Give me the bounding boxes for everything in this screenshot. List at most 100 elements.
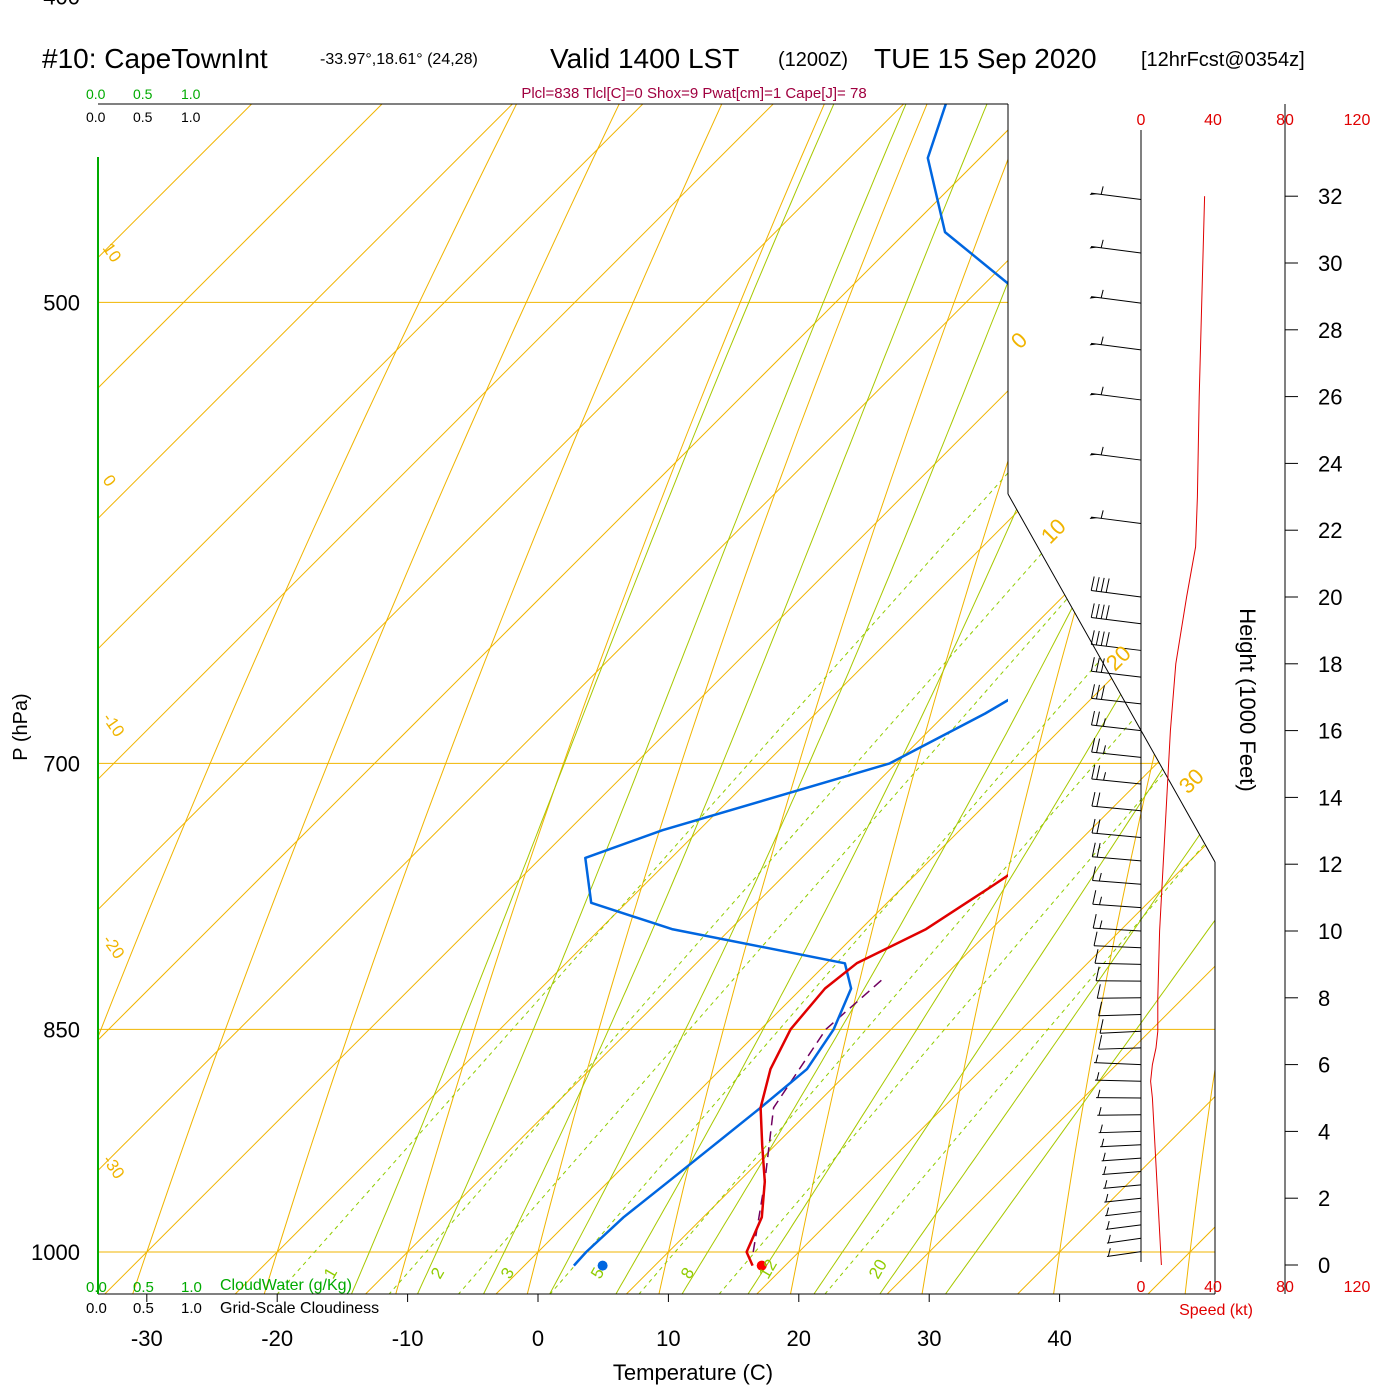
- temperature-line: [745, 873, 1008, 1267]
- mixing-ratio-label: 3: [497, 1264, 518, 1282]
- barb-half-flag: [1100, 239, 1104, 248]
- height-tick-label: 26: [1318, 385, 1342, 410]
- wind-speed-line: [1150, 196, 1206, 1266]
- barb-flag: [1091, 710, 1095, 726]
- barb-shaft: [1091, 670, 1142, 678]
- barb-shaft: [1092, 879, 1142, 885]
- barb-half-flag: [1107, 1234, 1111, 1244]
- pressure-tick-label: 850: [43, 1017, 80, 1042]
- barb-shaft: [1104, 1197, 1142, 1203]
- wind-barb: [1090, 603, 1142, 625]
- isotherm-line: [98, 104, 1004, 1294]
- barb-half-flag: [1106, 1221, 1110, 1230]
- barb-shaft: [1106, 1237, 1142, 1244]
- dry-adiabat: [98, 104, 921, 1294]
- dry-adiabat: [785, 104, 1215, 1294]
- wind-barb: [1091, 764, 1142, 785]
- moist-adiabat: [927, 104, 1215, 1294]
- barb-shaft: [1094, 945, 1142, 949]
- barb-flag: [1096, 765, 1101, 780]
- barb-shaft: [1091, 453, 1142, 461]
- wind-barb: [1102, 1166, 1142, 1176]
- barb-flag: [1096, 984, 1101, 999]
- cloudiness-label: Grid-Scale Cloudiness: [220, 1300, 379, 1317]
- barb-flag: [1100, 604, 1105, 619]
- barb-half-flag: [1097, 1089, 1101, 1098]
- barb-flag: [1091, 684, 1095, 699]
- isotherm-line: [98, 104, 1215, 1294]
- barb-flag: [1095, 657, 1100, 672]
- barb-flag: [1090, 603, 1095, 618]
- moist-adiabat: [666, 104, 1215, 1294]
- wind-barb: [1094, 1072, 1142, 1082]
- barb-flag: [1096, 819, 1101, 834]
- wind-barb: [1091, 738, 1142, 758]
- barb-shaft: [1093, 927, 1142, 932]
- wind-barb: [1090, 576, 1142, 598]
- barb-half-flag: [1107, 1248, 1111, 1257]
- isotherm-line: [340, 104, 1215, 1294]
- barb-half-flag: [1100, 186, 1104, 195]
- barb-shaft: [1092, 903, 1142, 909]
- barb-half-flag: [1100, 510, 1104, 519]
- plot-frame: [98, 103, 1216, 1295]
- wind-barb: [1091, 818, 1142, 838]
- wind-barb: [1098, 1124, 1142, 1134]
- wind-barb: [1099, 1019, 1142, 1034]
- barb-flag: [1100, 685, 1105, 700]
- barb-shaft: [1105, 1211, 1142, 1217]
- barb-pennant: [1089, 246, 1099, 249]
- pressure-tick-label: 400: [43, 0, 80, 10]
- wind-barb: [1094, 949, 1142, 965]
- wind-barb: [1103, 1180, 1142, 1189]
- pressure-tick-label: 500: [43, 290, 80, 315]
- wind-barb: [1095, 966, 1142, 982]
- isotherm-label-right: 30: [1174, 764, 1209, 799]
- height-tick-label: 14: [1318, 785, 1342, 810]
- cloudwater-tick-bottom-1: 0.5: [133, 1279, 154, 1296]
- isotherm-line: [98, 104, 1215, 1294]
- barb-shaft: [1102, 1170, 1142, 1176]
- barb-flag: [1105, 605, 1110, 620]
- height-tick-label: 10: [1318, 919, 1342, 944]
- isotherm-line: [862, 104, 1215, 1294]
- wind-barb: [1105, 1221, 1142, 1230]
- barb-flag: [1091, 842, 1096, 857]
- dry-adiabat: [1181, 104, 1215, 1294]
- temp-tick-label: 40: [1047, 1326, 1071, 1351]
- barb-shaft: [1092, 856, 1142, 862]
- wind-barb: [1096, 1089, 1142, 1099]
- barb-shaft: [1094, 1079, 1142, 1082]
- speed-tick-label-top: 40: [1204, 112, 1222, 129]
- dry-adiabat: [124, 104, 1009, 1294]
- wind-barb: [1089, 336, 1142, 351]
- station-title: #10: CapeTownInt: [42, 43, 268, 74]
- isotherm-line: [98, 104, 1215, 1294]
- cloudwater-tick-top-0: 0.0: [86, 86, 106, 102]
- speed-tick-label-bottom: 120: [1344, 1279, 1371, 1296]
- barb-half-flag: [1103, 745, 1106, 754]
- barb-shaft: [1100, 1030, 1142, 1034]
- speed-tick-label-top: 120: [1344, 112, 1371, 129]
- speed-axis-title: Speed (kt): [1179, 1302, 1253, 1319]
- temp-tick-label: 10: [656, 1326, 680, 1351]
- barb-flag: [1096, 792, 1101, 807]
- barb-flag: [1091, 738, 1096, 753]
- height-tick-label: 30: [1318, 251, 1342, 276]
- isotherm-label: -30: [99, 1151, 129, 1182]
- barb-flag: [1094, 949, 1099, 964]
- pressure-tick-label: 700: [43, 751, 80, 776]
- mixing-ratio-line: [617, 104, 1215, 1294]
- barb-flag: [1105, 578, 1110, 593]
- cloudwater-label: CloudWater (g/Kg): [220, 1277, 352, 1294]
- isotherm-line: [98, 104, 1215, 1294]
- moist-adiabat: [731, 104, 1215, 1294]
- mixing-ratio-line: [255, 104, 1215, 1294]
- mixing-ratio-line: [436, 104, 1215, 1294]
- barb-flag: [1095, 711, 1100, 726]
- barb-flag: [1095, 577, 1100, 592]
- isotherm-label-right: 10: [1036, 514, 1071, 549]
- height-tick-label: 24: [1318, 451, 1342, 476]
- wind-barb: [1089, 289, 1142, 304]
